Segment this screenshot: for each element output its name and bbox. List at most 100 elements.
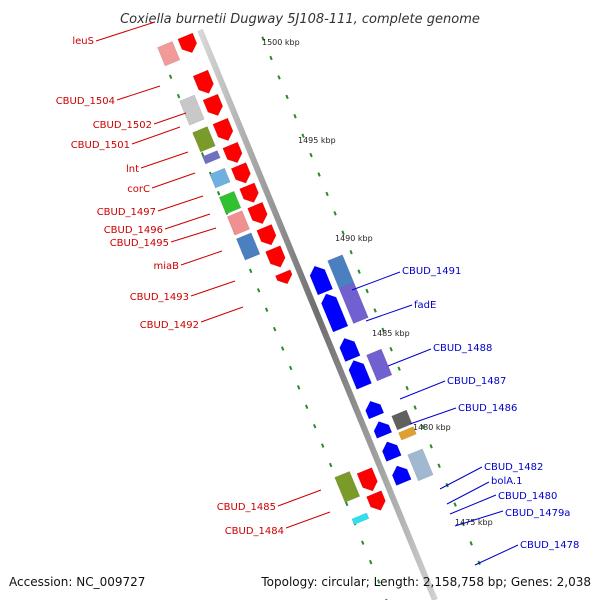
tick-mark-right bbox=[389, 347, 393, 352]
gene-label-cbud-1501[interactable]: CBUD_1501 bbox=[71, 140, 130, 151]
forward-cds-10 bbox=[265, 245, 286, 268]
gene-label-corC[interactable]: corC bbox=[127, 184, 150, 195]
gene-label-cbud-1484[interactable]: CBUD_1484 bbox=[225, 526, 284, 537]
genome-backbone bbox=[197, 28, 438, 600]
tick-mark-right bbox=[333, 211, 337, 216]
tick-mark-right bbox=[341, 230, 345, 235]
tick-mark-left bbox=[248, 268, 253, 274]
gene-label-cbud-1504[interactable]: CBUD_1504 bbox=[56, 96, 115, 107]
comparison-block-left-5 bbox=[209, 167, 231, 189]
kbp-label-1485: 1485 kbp bbox=[372, 329, 410, 338]
forward-cds-8 bbox=[247, 201, 268, 225]
forward-cds-2 bbox=[192, 69, 214, 94]
reverse-cds-1 bbox=[309, 265, 334, 296]
gene-label-cbud-1487[interactable]: CBUD_1487 bbox=[447, 376, 506, 387]
tick-mark-right bbox=[293, 114, 297, 119]
forward-cds-11 bbox=[275, 269, 293, 285]
tick-mark-left bbox=[320, 443, 325, 448]
comparison-block-left-1 bbox=[157, 41, 181, 67]
map-title: Coxiella burnetii Dugway 5J108-111, comp… bbox=[120, 12, 480, 27]
gene-label-lnt[interactable]: lnt bbox=[126, 164, 139, 175]
reverse-cds-8 bbox=[391, 465, 412, 486]
comparison-block-right-1 bbox=[327, 254, 355, 289]
reverse-cds-3 bbox=[339, 337, 361, 362]
tick-mark-right bbox=[405, 385, 409, 391]
tick-mark-right bbox=[325, 191, 329, 197]
kbp-label-1480: 1480 kbp bbox=[413, 423, 451, 432]
kbp-label-1490: 1490 kbp bbox=[335, 234, 373, 243]
tick-mark-right bbox=[453, 502, 457, 507]
tick-mark-left bbox=[312, 423, 317, 429]
gene-label-miaB[interactable]: miaB bbox=[153, 261, 179, 272]
comparison-block-left-8 bbox=[236, 232, 261, 261]
forward-cds-6 bbox=[230, 162, 251, 184]
gene-label-cbud-1502[interactable]: CBUD_1502 bbox=[93, 120, 152, 131]
reverse-strand-features bbox=[309, 254, 434, 486]
gene-label-cbud-1492[interactable]: CBUD_1492 bbox=[140, 320, 199, 331]
gene-label-cbud-1496[interactable]: CBUD_1496 bbox=[104, 225, 163, 236]
gene-label-leuS[interactable]: leuS bbox=[72, 36, 94, 47]
genome-summary-text: Topology: circular; Length: 2,158,758 bp… bbox=[260, 575, 591, 589]
tick-mark-right bbox=[349, 249, 353, 255]
tick-mark-right bbox=[461, 521, 465, 527]
tick-mark-left bbox=[216, 190, 221, 196]
tick-mark-right bbox=[365, 288, 369, 294]
comparison-block-right-3 bbox=[366, 348, 393, 382]
tick-mark-left bbox=[200, 152, 205, 157]
tick-mark-left bbox=[272, 326, 277, 332]
tick-mark-left bbox=[288, 365, 293, 371]
comparison-block-left-9 bbox=[334, 471, 361, 503]
tick-mark-left bbox=[304, 404, 309, 410]
gene-label-cbud-1493[interactable]: CBUD_1493 bbox=[130, 292, 189, 303]
comparison-block-left-2 bbox=[179, 94, 205, 126]
comparison-block-left-4 bbox=[202, 150, 221, 165]
gene-label-cbud-1497[interactable]: CBUD_1497 bbox=[97, 207, 156, 218]
gene-label-cbud-1478[interactable]: CBUD_1478 bbox=[520, 540, 579, 551]
comparison-block-right-6 bbox=[407, 448, 434, 482]
comparison-block-left-6 bbox=[218, 190, 242, 215]
forward-cds-12 bbox=[356, 467, 378, 492]
comparison-block-right-2 bbox=[338, 282, 369, 324]
reverse-cds-7 bbox=[382, 441, 402, 462]
tick-mark-left bbox=[369, 559, 373, 565]
gene-label-fadE[interactable]: fadE bbox=[414, 300, 436, 311]
tick-mark-right bbox=[269, 55, 273, 61]
gene-label-cbud-1482[interactable]: CBUD_1482 bbox=[484, 462, 543, 473]
tick-mark-left bbox=[168, 74, 173, 79]
accession-text: Accession: NC_009727 bbox=[9, 575, 145, 589]
gene-label-cbud-1488[interactable]: CBUD_1488 bbox=[433, 343, 492, 354]
forward-cds-3 bbox=[202, 93, 223, 116]
comparison-block-left-3 bbox=[192, 126, 216, 153]
forward-cds-7 bbox=[239, 182, 259, 203]
position-ticks bbox=[168, 36, 481, 600]
comparison-block-right-5 bbox=[398, 426, 417, 441]
forward-cds-13 bbox=[366, 490, 386, 511]
forward-cds-1 bbox=[177, 32, 198, 54]
forward-gene-labels: leuS CBUD_1504 CBUD_1502 CBUD_1501 lnt c… bbox=[56, 21, 331, 537]
gene-label-cbud-1480[interactable]: CBUD_1480 bbox=[498, 491, 557, 502]
forward-cds-4 bbox=[212, 117, 234, 141]
tick-mark-left bbox=[256, 288, 261, 293]
tick-mark-right bbox=[309, 152, 313, 158]
tick-mark-right bbox=[381, 327, 385, 333]
comparison-block-left-10 bbox=[351, 512, 370, 525]
gene-label-bolA-1[interactable]: bolA.1 bbox=[491, 476, 522, 487]
tick-mark-right bbox=[285, 94, 289, 100]
reverse-cds-4 bbox=[348, 360, 372, 390]
tick-mark-right bbox=[437, 463, 441, 468]
gene-label-cbud-1491[interactable]: CBUD_1491 bbox=[402, 266, 461, 277]
tick-mark-right bbox=[357, 269, 361, 274]
kbp-label-1495: 1495 kbp bbox=[298, 136, 336, 145]
tick-mark-right bbox=[413, 405, 417, 410]
tick-mark-left bbox=[328, 462, 333, 468]
tick-mark-left bbox=[361, 540, 365, 545]
forward-cds-9 bbox=[256, 224, 277, 246]
gene-label-cbud-1486[interactable]: CBUD_1486 bbox=[458, 403, 517, 414]
forward-strand-features bbox=[157, 32, 386, 525]
gene-label-cbud-1495[interactable]: CBUD_1495 bbox=[110, 238, 169, 249]
tick-mark-left bbox=[345, 501, 349, 507]
gene-label-cbud-1485[interactable]: CBUD_1485 bbox=[217, 502, 276, 513]
gene-label-cbud-1479a[interactable]: CBUD_1479a bbox=[505, 508, 570, 519]
tick-mark-right bbox=[397, 366, 401, 371]
